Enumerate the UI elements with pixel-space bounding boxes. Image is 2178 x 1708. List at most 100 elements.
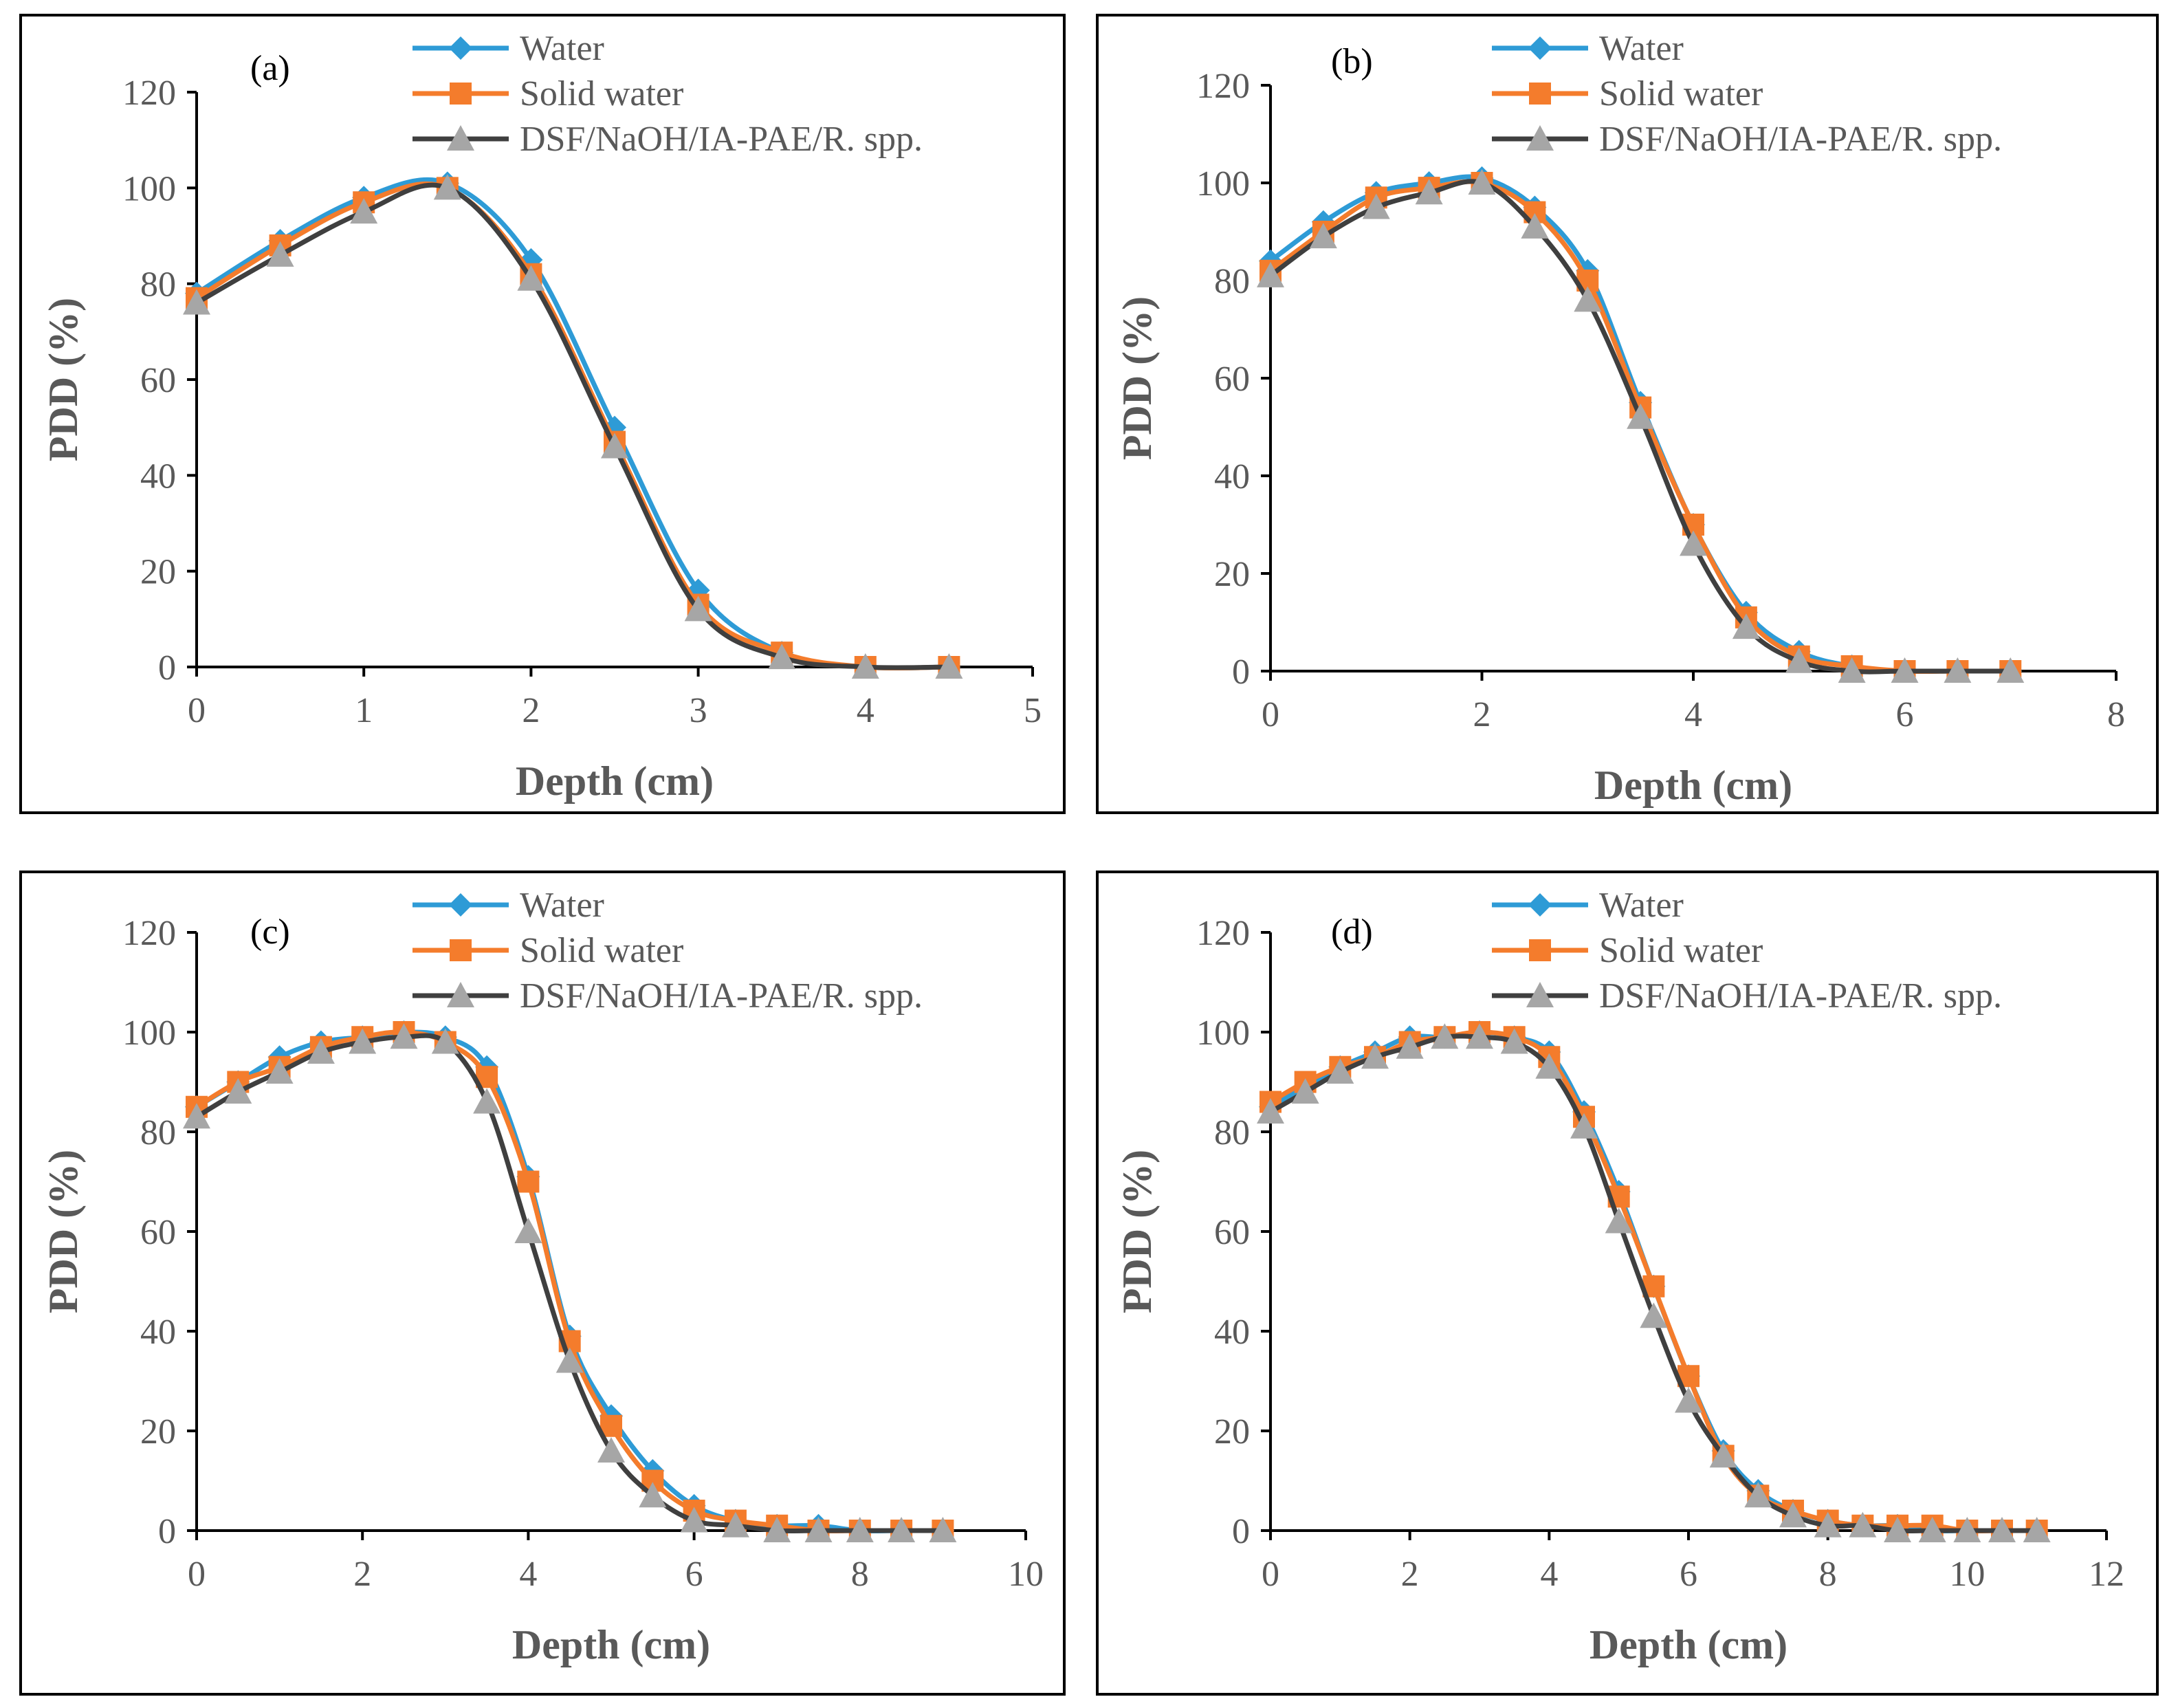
legend-marker-dsf	[1526, 982, 1554, 1007]
panel-frame	[1096, 14, 2159, 814]
x-tick-label: 10	[1008, 1555, 1044, 1594]
data-point-dsf	[1431, 1023, 1459, 1049]
legend-label-solid: Solid water	[1599, 74, 1763, 113]
x-tick-label: 5	[1024, 691, 1042, 730]
panel-label: (c)	[250, 912, 290, 952]
chart-panel-3: 0 20 40 60 80 100 120 0 2 4 6 8 10 12 Depth (cm) PDD (%…	[1096, 871, 2159, 1696]
data-point-dsf	[1361, 1043, 1389, 1069]
data-point-dsf	[1779, 1502, 1807, 1528]
panel-frame	[1096, 871, 2159, 1696]
y-tick-label: 100	[122, 1014, 176, 1053]
data-point-dsf	[1785, 647, 1813, 673]
x-tick-label: 12	[2089, 1555, 2124, 1594]
y-tick-label: 40	[140, 457, 176, 496]
y-tick-label: 120	[1196, 914, 1250, 953]
x-tick-label: 1	[355, 691, 373, 730]
data-point-dsf	[266, 241, 294, 267]
x-tick-label: 4	[857, 691, 874, 730]
x-tick-label: 2	[353, 1555, 371, 1594]
legend-label-dsf: DSF/NaOH/IA-PAE/R. spp.	[520, 976, 923, 1016]
data-point-dsf	[514, 1218, 542, 1243]
data-point-dsf	[307, 1038, 335, 1064]
data-point-dsf	[601, 433, 628, 459]
y-tick-label: 120	[122, 914, 176, 953]
legend-marker-water	[449, 893, 472, 917]
data-point-dsf	[1500, 1028, 1528, 1054]
data-point-dsf	[1675, 1387, 1702, 1413]
x-tick-label: 2	[1401, 1555, 1419, 1594]
chart-panel-2: 0 20 40 60 80 100 120 0 2 4 6 8 10 Depth (cm) PDD (%) (…	[19, 871, 1066, 1696]
y-tick-label: 80	[140, 265, 176, 305]
data-point-dsf	[1744, 1482, 1772, 1508]
panel-label: (b)	[1331, 42, 1373, 81]
data-point-dsf	[265, 1058, 294, 1084]
data-point-dsf	[1918, 1517, 1946, 1542]
y-tick-label: 20	[140, 553, 176, 592]
y-axis-title: PDD (%)	[1114, 1150, 1160, 1313]
data-point-dsf	[1291, 1078, 1319, 1104]
legend-marker-dsf	[1526, 125, 1554, 151]
data-point-dsf	[1362, 193, 1390, 219]
x-tick-label: 8	[851, 1555, 869, 1594]
legend-marker-solid	[450, 83, 472, 105]
x-tick-label: 4	[519, 1555, 537, 1594]
x-tick-label: 10	[1949, 1555, 1985, 1594]
y-tick-label: 40	[1214, 457, 1250, 496]
x-tick-label: 6	[1896, 695, 1914, 734]
data-point-dsf	[851, 653, 879, 679]
x-axis-title: Depth (cm)	[512, 1622, 710, 1667]
y-tick-label: 120	[1196, 67, 1250, 106]
y-tick-label: 80	[140, 1113, 176, 1152]
data-point-dsf	[768, 644, 796, 670]
y-tick-label: 60	[1214, 1213, 1250, 1252]
legend-marker-water	[1528, 36, 1552, 60]
x-tick-label: 0	[1262, 1555, 1279, 1594]
chart-panel-1: 0 20 40 60 80 100 120 0 2 4 6 8 Depth (cm) PDD (%) (b)…	[1096, 14, 2159, 814]
y-tick-label: 100	[122, 169, 176, 208]
y-tick-label: 60	[1214, 360, 1250, 399]
data-point-dsf	[2023, 1517, 2051, 1542]
y-tick-label: 40	[1214, 1313, 1250, 1352]
data-point-dsf	[1257, 261, 1284, 287]
legend-marker-dsf	[447, 125, 474, 151]
data-point-dsf	[1309, 223, 1337, 249]
legend-marker-solid	[450, 939, 472, 961]
chart-panel-0: 0 20 40 60 80 100 120 0 1 2 3 4 5 Depth (cm) PDD (%) (a…	[19, 14, 1066, 814]
panel-label: (a)	[250, 49, 290, 88]
legend-label-solid: Solid water	[520, 931, 683, 970]
data-point-dsf	[1944, 657, 1972, 683]
data-point-dsf	[1396, 1033, 1424, 1059]
y-tick-label: 100	[1196, 1014, 1250, 1053]
data-point-dsf	[1627, 403, 1655, 429]
y-tick-label: 80	[1214, 1113, 1250, 1152]
x-tick-label: 2	[1473, 695, 1491, 734]
data-point-dsf	[183, 289, 210, 315]
series-line-dsf	[194, 182, 952, 670]
data-point-dsf	[846, 1517, 874, 1542]
legend-label-water: Water	[520, 29, 604, 68]
legend-label-dsf: DSF/NaOH/IA-PAE/R. spp.	[1599, 120, 2002, 159]
data-point-dsf	[1953, 1517, 1981, 1542]
x-axis-title: Depth (cm)	[1590, 1622, 1788, 1667]
y-tick-label: 120	[122, 74, 176, 113]
legend-label-water: Water	[1599, 886, 1684, 925]
data-point-dsf	[680, 1507, 708, 1533]
data-point-dsf	[597, 1437, 625, 1463]
data-point-dsf	[1605, 1207, 1633, 1234]
data-point-solid	[517, 1170, 540, 1193]
data-point-dsf	[1891, 657, 1919, 683]
data-point-dsf	[1996, 657, 2025, 683]
x-tick-label: 6	[685, 1555, 703, 1594]
y-tick-label: 60	[140, 1213, 176, 1252]
x-tick-label: 4	[1540, 1555, 1558, 1594]
y-tick-label: 0	[1232, 1512, 1250, 1551]
data-point-dsf	[1415, 179, 1443, 205]
legend-marker-water	[1528, 893, 1552, 917]
x-tick-label: 4	[1684, 695, 1702, 734]
data-point-dsf	[1988, 1517, 2016, 1542]
y-tick-label: 20	[140, 1412, 176, 1452]
data-point-dsf	[804, 1517, 833, 1542]
data-point-dsf	[556, 1347, 584, 1373]
x-tick-label: 8	[2107, 695, 2125, 734]
